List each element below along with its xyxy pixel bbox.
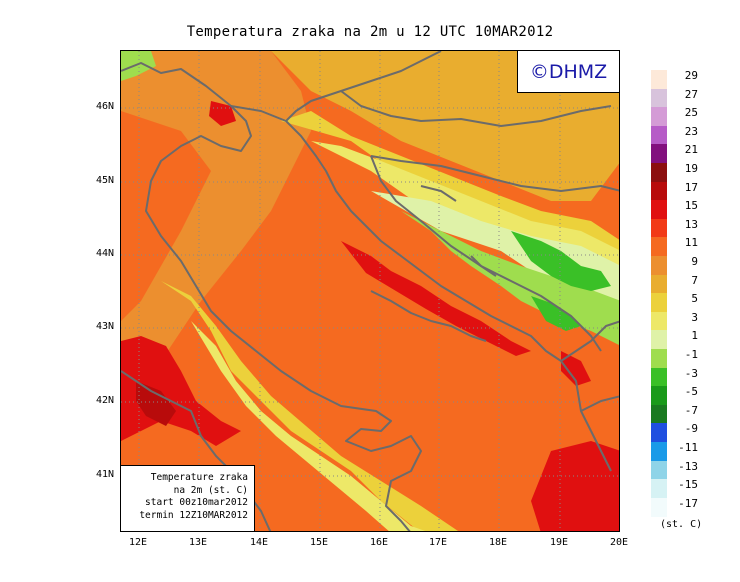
legend-label: 25 (684, 106, 698, 120)
legend-swatch (651, 218, 667, 238)
legend-swatch (651, 181, 667, 201)
lat-label: 44N (95, 248, 114, 259)
legend-label: 17 (684, 180, 698, 194)
temperature-field (121, 51, 619, 531)
map-grid (121, 51, 619, 531)
mountain-coldest-zone-2 (531, 296, 581, 331)
legend-label: 19 (684, 162, 698, 175)
legend-swatch (651, 460, 667, 480)
lon-label: 14E (249, 537, 269, 548)
legend-label: -5 (684, 385, 698, 399)
legend-swatch (651, 497, 667, 517)
legend-label: 15 (684, 199, 698, 213)
legend-label: 11 (684, 236, 698, 250)
legend-swatch (651, 125, 667, 145)
legend-swatch (651, 144, 667, 164)
legend-label: -1 (684, 348, 698, 361)
legend-label: 27 (684, 87, 698, 101)
lon-label: 12E (128, 537, 148, 548)
legend-swatch (651, 256, 667, 276)
legend-label: -15 (678, 478, 698, 492)
legend-swatch (651, 330, 667, 350)
legend-swatch (651, 479, 667, 499)
italy-warm-zone (121, 111, 211, 321)
legend-label: 5 (691, 292, 698, 306)
legend-label: -17 (678, 496, 698, 510)
info-line-3: start 00z10mar2012 (145, 497, 248, 508)
legend-label: 3 (691, 310, 698, 324)
albania-warm-zone (561, 351, 591, 386)
lat-label: 46N (95, 101, 114, 112)
legend-label: -3 (684, 366, 698, 380)
legend-swatch (651, 386, 667, 406)
lat-label: 41N (95, 469, 114, 480)
coastlines-and-borders (121, 51, 619, 531)
legend-swatch (651, 423, 667, 443)
legend-swatch (651, 349, 667, 369)
lat-label: 42N (95, 395, 114, 406)
info-line-2: na 2m (st. C) (173, 484, 248, 496)
legend-label: 9 (691, 255, 698, 268)
legend-swatch (651, 311, 667, 331)
legend-label: 21 (684, 143, 698, 157)
lon-label: 18E (488, 537, 508, 548)
legend-unit: (st. C) (660, 519, 703, 530)
legend-swatch (651, 367, 667, 387)
map-title: Temperatura zraka na 2m u 12 UTC 10MAR20… (186, 24, 554, 40)
legend-label: -7 (684, 403, 698, 417)
legend-label: -13 (678, 459, 698, 473)
lat-label: 45N (95, 175, 114, 186)
legend-swatch (651, 442, 667, 462)
dinaric-cool-band (281, 111, 619, 320)
info-box: Temperature zraka na 2m (st. C) start 00… (121, 465, 255, 531)
legend-label: 29 (684, 69, 698, 82)
mountain-cold-zone (371, 191, 619, 321)
italy-hottest-zone (136, 381, 176, 426)
lon-label: 17E (428, 537, 448, 548)
info-line-4: termin 12Z10MAR2012 (139, 509, 248, 521)
legend-label: -9 (684, 422, 698, 436)
legend-swatch (651, 88, 667, 108)
legend-swatch (651, 200, 667, 220)
legend-swatch (651, 274, 667, 294)
lon-label: 16E (369, 537, 389, 548)
temperature-map (120, 50, 620, 532)
lat-label: 43N (95, 321, 114, 332)
lon-label: 20E (609, 537, 629, 548)
legend-swatch (651, 70, 667, 90)
dhmz-logo: ©DHMZ (517, 51, 619, 93)
legend-label: 23 (684, 124, 698, 138)
legend-label: 1 (691, 329, 698, 343)
lon-label: 15E (309, 537, 329, 548)
legend-swatch (651, 107, 667, 127)
info-line-1: Temperature zraka (150, 472, 248, 483)
lon-label: 13E (188, 537, 208, 548)
coast-warm-strip (341, 241, 531, 356)
greece-warm-zone (531, 441, 619, 531)
legend-swatch (651, 237, 667, 257)
legend-swatch (651, 163, 667, 183)
legend-swatch (651, 293, 667, 313)
legend-label: 13 (684, 217, 698, 231)
mountain-coldest-zone-1 (511, 231, 611, 291)
lon-label: 19E (549, 537, 569, 548)
north-warm-spot (209, 101, 236, 126)
legend-label: -11 (678, 441, 698, 454)
legend-label: 7 (691, 273, 698, 287)
legend-swatch (651, 404, 667, 424)
alpine-cold-zone (121, 51, 156, 81)
